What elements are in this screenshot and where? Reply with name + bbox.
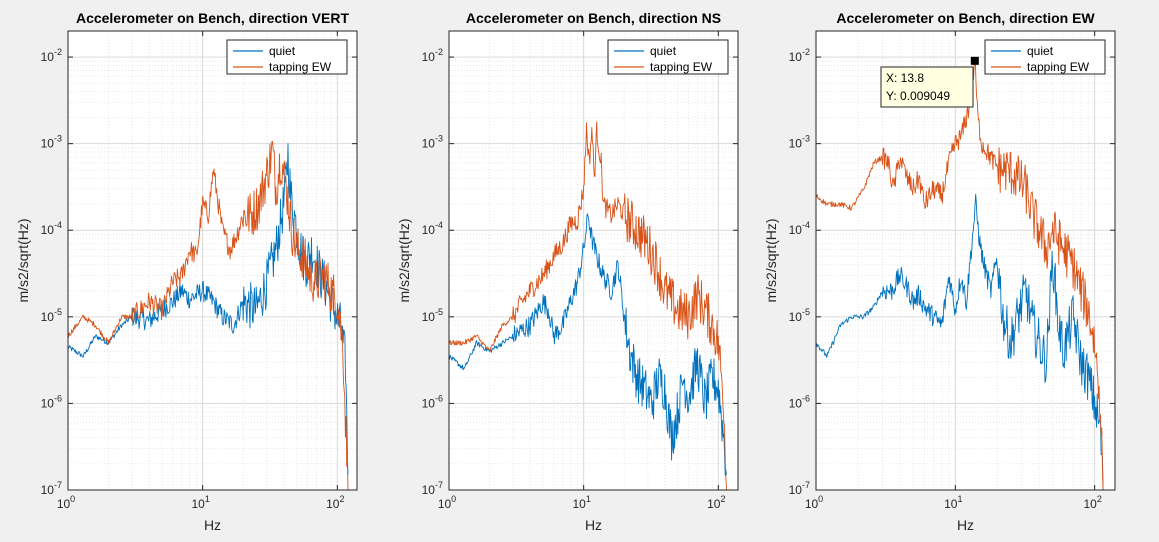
- chart-title: Accelerometer on Bench, direction EW: [836, 10, 1095, 26]
- legend-box: [607, 39, 729, 75]
- y-tick-label: 10-7: [789, 480, 810, 497]
- axes-box: [815, 30, 1116, 491]
- y-tick-label: 10-2: [422, 47, 443, 64]
- series-line-quiet: [815, 193, 1104, 491]
- y-tick-label: 10-5: [789, 307, 810, 324]
- y-tick-label: 10-2: [789, 47, 810, 64]
- y-axis-label: m/s2/sqrt(Hz): [763, 219, 779, 303]
- legend-entry: tapping EW: [269, 60, 332, 74]
- y-tick-label: 10-6: [422, 393, 443, 410]
- x-axis-label: Hz: [585, 517, 602, 533]
- x-tick-label: 100: [438, 494, 456, 511]
- series-line-quiet: [448, 213, 727, 476]
- y-axis-label: m/s2/sqrt(Hz): [396, 219, 412, 303]
- y-tick-label: 10-4: [789, 220, 810, 237]
- chart-title: Accelerometer on Bench, direction NS: [466, 10, 721, 26]
- legend-entry: tapping EW: [650, 60, 713, 74]
- x-tick-label: 101: [944, 494, 962, 511]
- x-tick-label: 101: [572, 494, 590, 511]
- x-tick-label: 102: [1083, 494, 1101, 511]
- chart-panel-3: 100 101 102 10-7 10-6 10-5 10-4 10-3 10-2 Acceler…: [763, 10, 1116, 533]
- y-tick-label: 10-4: [41, 220, 62, 237]
- y-tick-label: 10-5: [41, 307, 62, 324]
- chart-panel-1: 100 101 102 10-7 10-6 10-5 10-4 10-3 10-2 Acceler…: [15, 10, 358, 533]
- datatip-y-text: Y: 0.009049: [886, 89, 950, 103]
- legend-box: [226, 39, 348, 75]
- axes-box: [67, 30, 358, 491]
- y-tick-label: 10-3: [789, 134, 810, 151]
- y-tick-label: 10-7: [422, 480, 443, 497]
- chart-title: Accelerometer on Bench, direction VERT: [76, 10, 350, 26]
- y-tick-label: 10-5: [422, 307, 443, 324]
- x-tick-label: 102: [326, 494, 344, 511]
- x-tick-label: 100: [57, 494, 75, 511]
- axes-background: [68, 31, 357, 490]
- x-tick-label: 100: [805, 494, 823, 511]
- y-tick-label: 10-7: [41, 480, 62, 497]
- datatip-box: [880, 66, 974, 108]
- legend[interactable]: quiet tapping EW: [984, 39, 1106, 75]
- legend-box: [984, 39, 1106, 75]
- datatip-x-text: X: 13.8: [886, 71, 924, 85]
- legend-entry: quiet: [1027, 44, 1054, 58]
- y-tick-label: 10-6: [789, 393, 810, 410]
- series-line-tapping-ew: [448, 121, 727, 491]
- series-line-tapping-ew: [815, 61, 1104, 491]
- y-tick-label: 10-3: [422, 134, 443, 151]
- x-tick-label: 102: [707, 494, 725, 511]
- y-tick-label: 10-2: [41, 47, 62, 64]
- legend[interactable]: quiet tapping EW: [607, 39, 729, 75]
- datatip[interactable]: X: 13.8 Y: 0.009049: [880, 56, 979, 108]
- series-line-tapping-ew: [67, 140, 349, 491]
- x-axis-label: Hz: [957, 517, 974, 533]
- x-tick-label: 101: [191, 494, 209, 511]
- y-axis-label: m/s2/sqrt(Hz): [15, 219, 31, 303]
- legend-entry: tapping EW: [1027, 60, 1090, 74]
- legend[interactable]: quiet tapping EW: [226, 39, 348, 75]
- legend-entry: quiet: [650, 44, 677, 58]
- legend-entry: quiet: [269, 44, 296, 58]
- axes-box: [448, 30, 739, 491]
- chart-panel-2: 100 101 102 10-7 10-6 10-5 10-4 10-3 10-2 Acceler…: [396, 10, 739, 533]
- datatip-marker[interactable]: [970, 56, 979, 65]
- axes-background: [449, 31, 738, 490]
- y-tick-label: 10-4: [422, 220, 443, 237]
- x-axis-label: Hz: [204, 517, 221, 533]
- y-tick-label: 10-6: [41, 393, 62, 410]
- y-tick-label: 10-3: [41, 134, 62, 151]
